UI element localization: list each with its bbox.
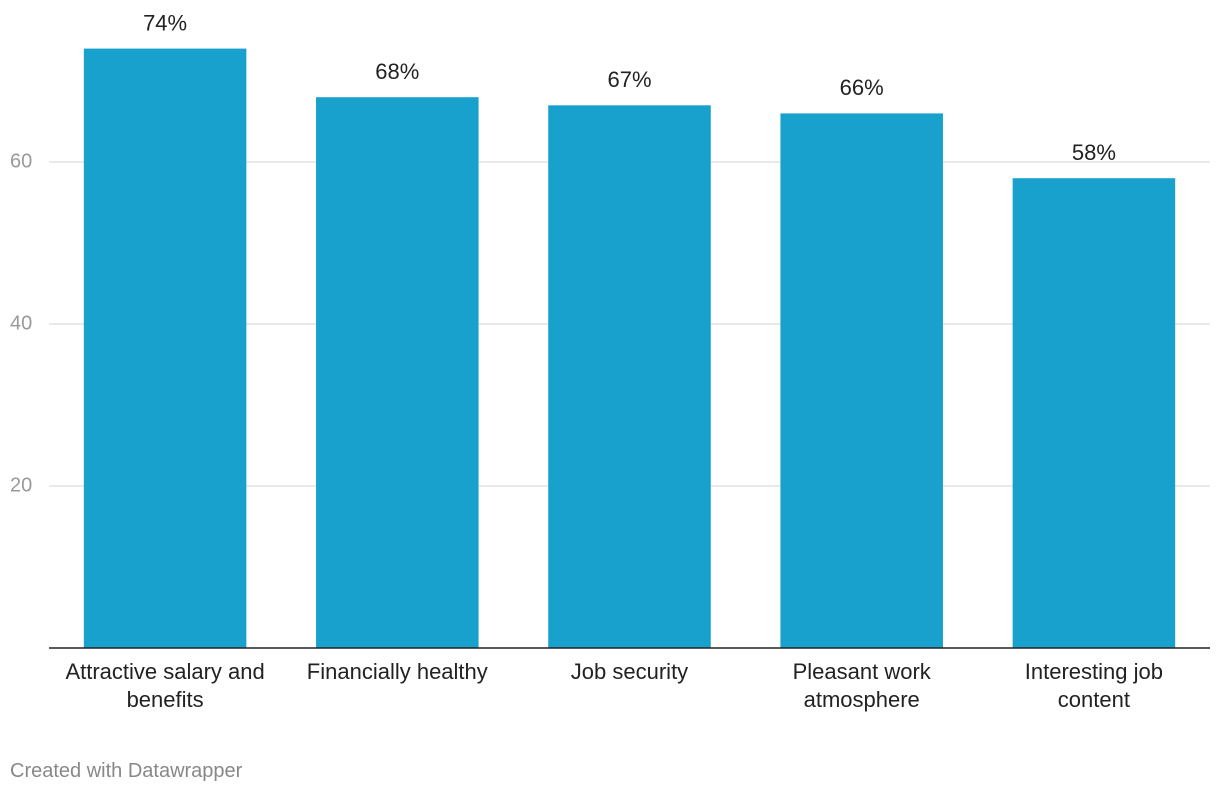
bar	[316, 97, 479, 648]
x-tick-label: Attractive salary and benefits	[65, 659, 265, 712]
y-tick-label: 40	[10, 312, 32, 334]
bar	[83, 48, 247, 649]
bar	[548, 105, 711, 649]
value-label: 58%	[1072, 140, 1116, 165]
x-tick-label: Financially healthy	[306, 659, 488, 684]
value-label: 68%	[375, 59, 419, 84]
footer: Created with Datawrapper	[10, 760, 243, 782]
value-label: 67%	[607, 67, 651, 92]
value-label: 74%	[143, 10, 187, 35]
y-tick-label: 20	[10, 474, 32, 496]
bar	[780, 113, 943, 648]
bar	[1012, 178, 1176, 648]
x-tick-label: Job security	[570, 659, 689, 684]
y-tick-label: 60	[10, 150, 32, 172]
x-tick-label: Interesting job content	[1024, 659, 1163, 712]
x-tick-label: Pleasant work atmosphere	[792, 659, 931, 712]
value-label: 66%	[840, 75, 884, 100]
